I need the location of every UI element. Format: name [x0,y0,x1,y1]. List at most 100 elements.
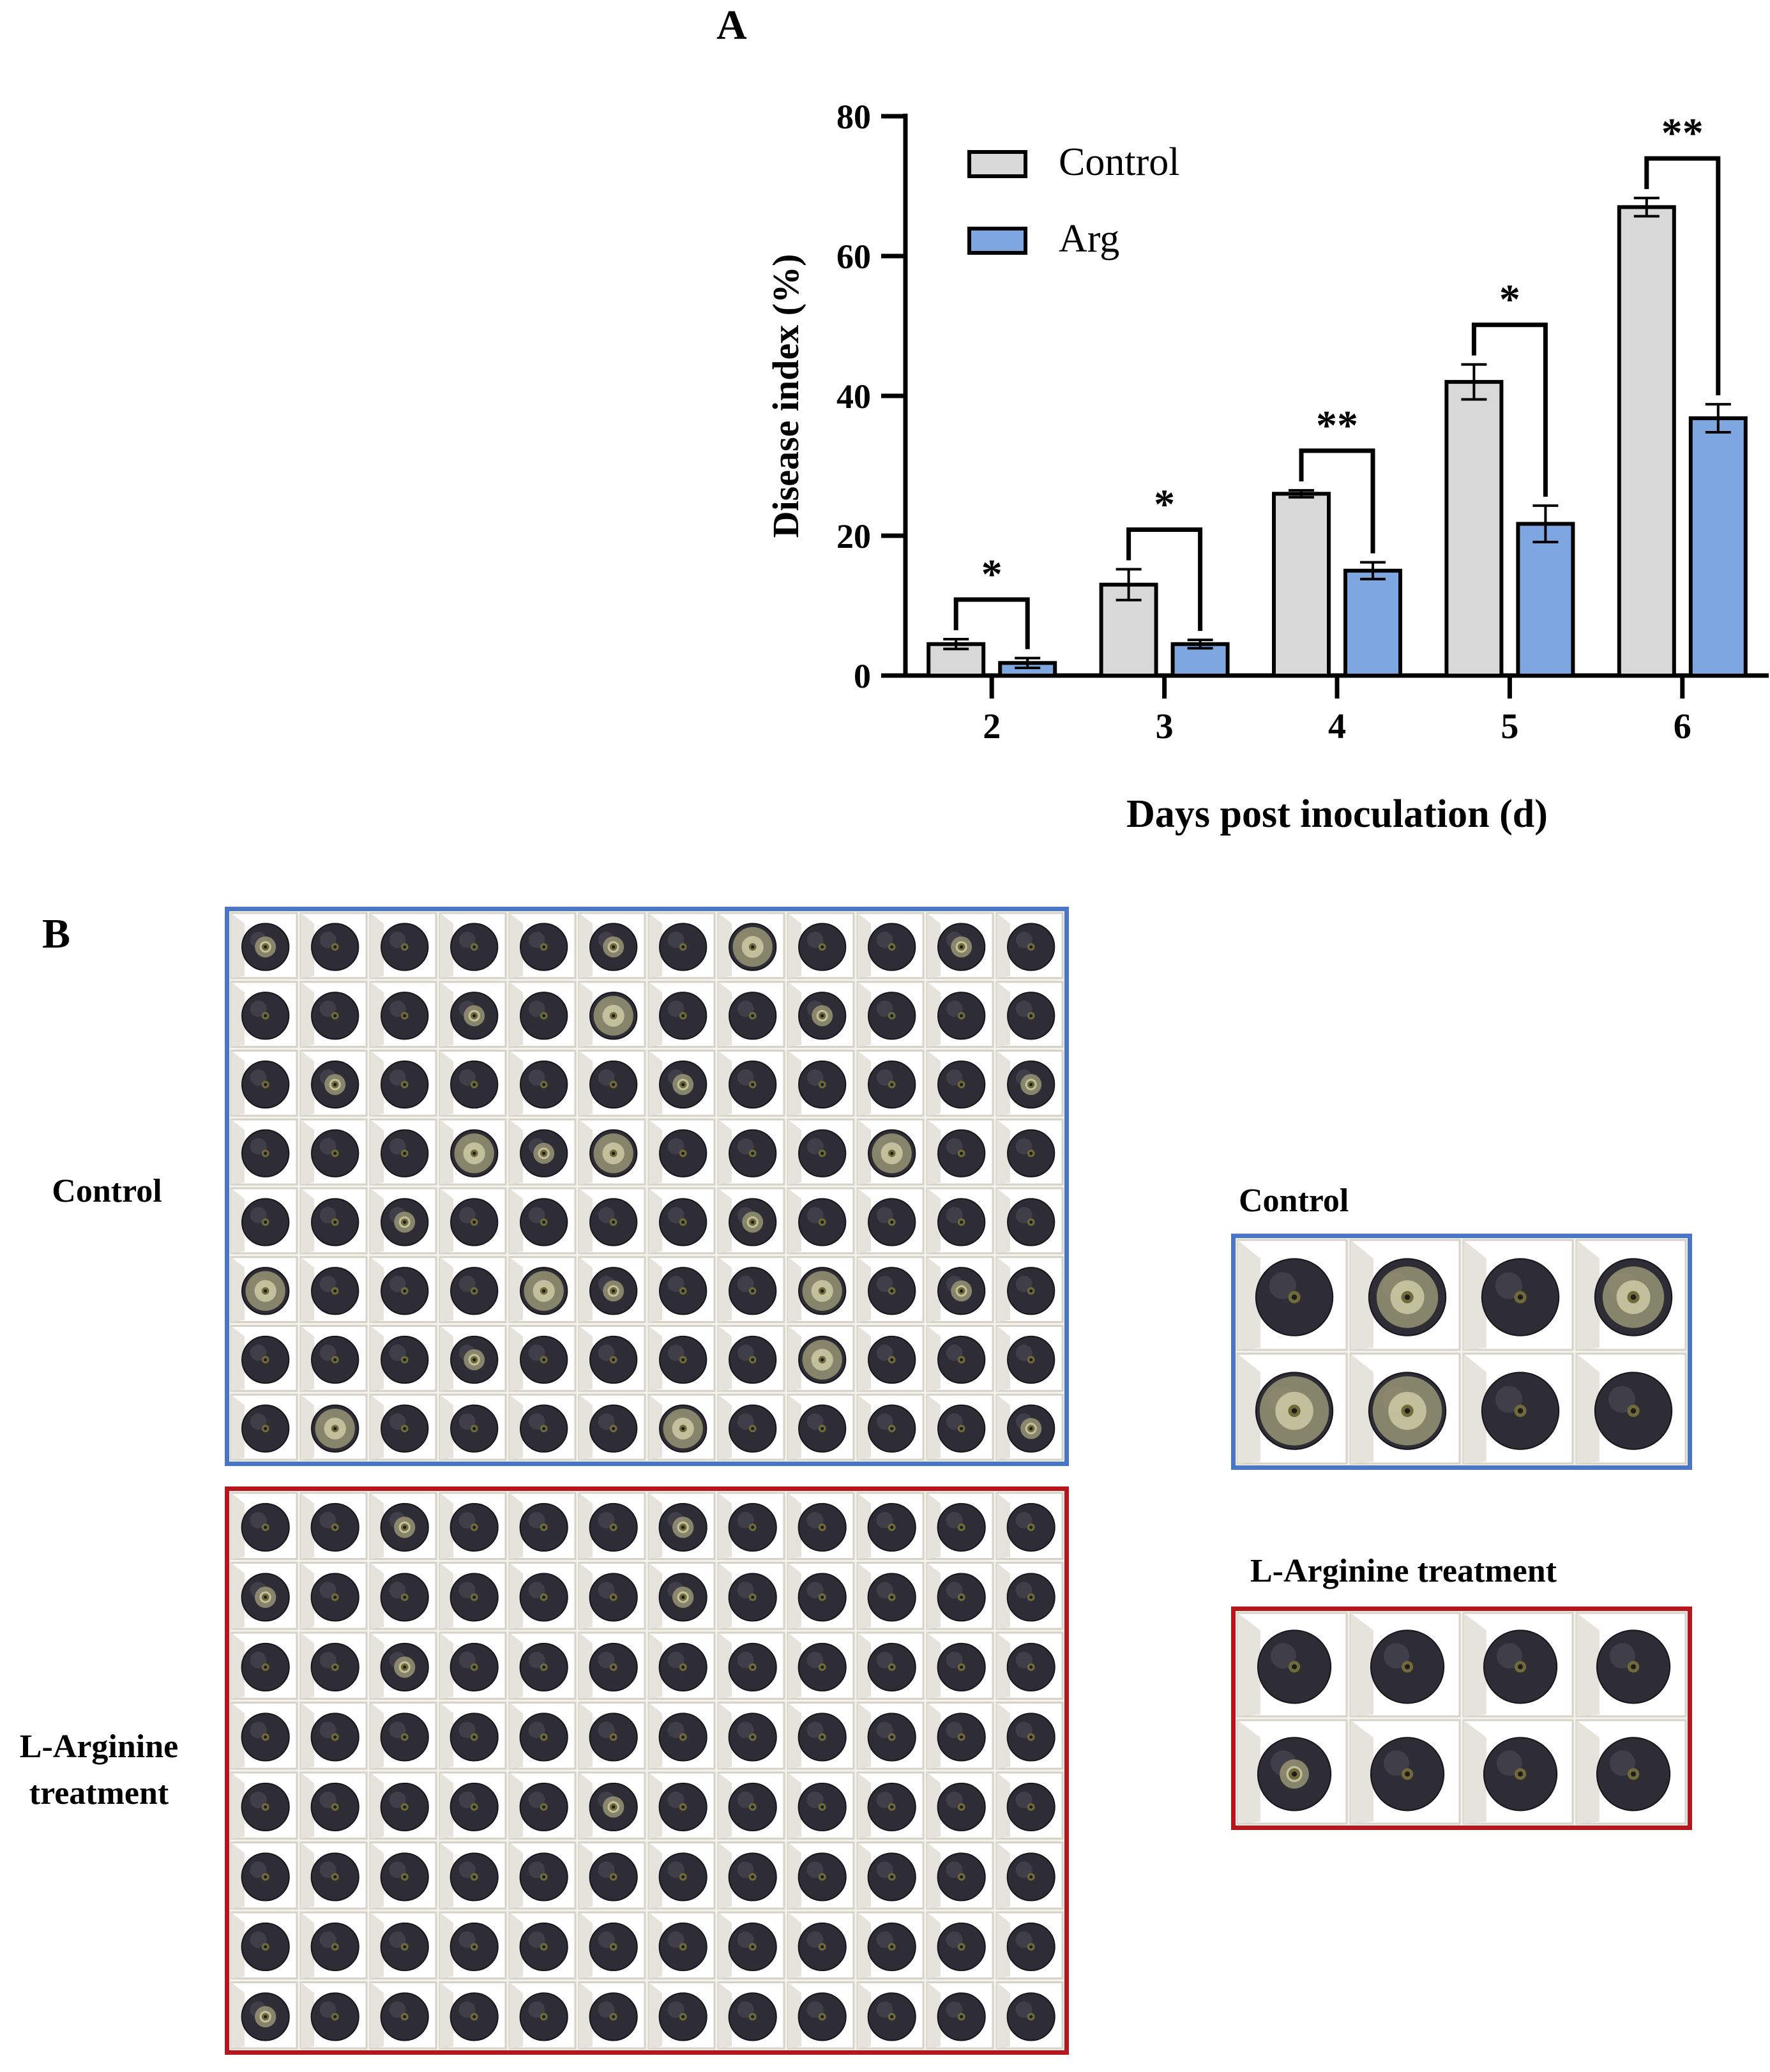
control-grid-fruit [369,1393,437,1461]
arginine-grid-fruit [439,1981,507,2050]
arginine-grid-fruit [856,1841,925,1910]
arginine-fruit-grid-photo [225,1486,1069,2055]
arginine-closeup-fruit [1575,1612,1687,1718]
control-grid-fruit [787,1325,855,1392]
arginine-grid-fruit [647,1981,716,2050]
control-closeup-fruit [1462,1352,1574,1465]
control-grid-fruit [230,1118,298,1186]
error-bar-arg-day-4 [1360,561,1386,580]
control-grid-fruit [439,1187,507,1255]
control-closeup-fruit [1462,1239,1574,1351]
arginine-grid-fruit [230,1492,298,1560]
control-grid-fruit [299,981,368,1048]
arginine-grid-fruit [369,1841,437,1910]
control-grid-fruit [995,1050,1064,1117]
arginine-grid-fruit [926,1702,994,1770]
control-grid-fruit [439,1325,507,1392]
arginine-grid-fruit [230,1631,298,1700]
control-grid-fruit [856,981,925,1048]
arginine-grid-fruit [439,1492,507,1560]
inset-label-arginine: L-Arginine treatment [1250,1553,1557,1589]
arginine-grid-fruit [508,1562,577,1630]
control-grid-fruit [439,981,507,1048]
control-grid-fruit [647,1256,716,1323]
control-grid-fruit [369,912,437,979]
arginine-grid-fruit [995,1702,1064,1770]
arginine-grid-fruit [856,1631,925,1700]
arginine-grid-fruit [230,1771,298,1840]
control-grid-fruit [439,1118,507,1186]
control-grid-fruit [299,1393,368,1461]
x-tick-label: 5 [1501,707,1518,746]
control-grid-fruit [647,1187,716,1255]
arginine-closeup-fruit [1236,1612,1348,1718]
control-closeup-fruit [1236,1239,1348,1351]
control-grid-fruit [926,1118,994,1186]
arginine-grid-fruit [578,1841,646,1910]
arginine-grid-fruit [439,1562,507,1630]
arginine-grid-fruit [787,1631,855,1700]
control-grid-fruit [647,1393,716,1461]
control-grid-fruit [369,1118,437,1186]
error-bar-arg-day-6 [1705,403,1731,434]
arginine-grid-fruit [508,1911,577,1979]
legend-swatch-arg [967,227,1027,255]
bar-arg-day-4 [1343,568,1402,677]
arginine-grid-fruit [299,1492,368,1560]
arginine-grid-fruit [856,1981,925,2050]
arginine-grid-fruit [578,1911,646,1979]
significance-label-day-3: * [1154,481,1175,528]
arginine-grid-fruit [508,1771,577,1840]
control-grid-fruit [856,1256,925,1323]
arginine-grid-fruit [717,1771,785,1840]
arginine-grid-fruit [787,1492,855,1560]
arginine-grid-fruit [856,1771,925,1840]
control-grid-fruit [230,1050,298,1117]
arginine-grid-fruit [787,1911,855,1979]
arginine-grid-fruit [230,1562,298,1630]
y-tick-label: 0 [854,657,871,695]
control-grid-fruit [439,1050,507,1117]
control-grid-fruit [299,912,368,979]
control-grid-fruit [787,981,855,1048]
arginine-grid-fruit [299,1841,368,1910]
arginine-grid-fruit [856,1702,925,1770]
control-grid-fruit [856,1325,925,1392]
control-grid-fruit [508,1325,577,1392]
control-grid-fruit [299,1187,368,1255]
y-axis-label: Disease index (%) [765,254,806,538]
arginine-grid-fruit [439,1771,507,1840]
control-grid-fruit [995,912,1064,979]
control-grid-fruit [299,1256,368,1323]
control-grid-fruit [856,1187,925,1255]
control-grid-fruit [717,1118,785,1186]
arginine-grid-fruit [299,1562,368,1630]
arginine-grid-fruit [647,1562,716,1630]
control-grid-fruit [995,1187,1064,1255]
control-grid-fruit [717,1187,785,1255]
control-grid-fruit [299,1118,368,1186]
x-tick-label: 4 [1328,707,1346,746]
grid-label-arginine: L-Arginine treatment [19,1728,179,1811]
arginine-grid-fruit [299,1911,368,1979]
control-grid-fruit [578,1187,646,1255]
disease-index-bar-chart: 0 20 40 60 80 Disease index (%) Days post inoc… [765,98,1769,836]
arginine-grid-fruit [578,1771,646,1840]
control-grid-fruit [230,1393,298,1461]
arginine-grid-fruit [647,1771,716,1840]
arginine-grid-fruit [787,1981,855,2050]
arginine-grid-fruit [995,1562,1064,1630]
arginine-grid-fruit [926,1981,994,2050]
arginine-grid-fruit [995,1911,1064,1979]
bar-control-day-4 [1272,492,1331,677]
control-grid-fruit [926,912,994,979]
arginine-closeup-fruit [1236,1719,1348,1825]
control-grid-fruit [369,1050,437,1117]
control-grid-fruit [717,1256,785,1323]
control-grid-fruit [787,1118,855,1186]
control-grid-fruit [578,981,646,1048]
panel-b-label: B [42,911,71,957]
x-axis-label: Days post inoculation (d) [1126,792,1548,836]
arginine-grid-fruit [717,1492,785,1560]
arginine-grid-fruit [230,1702,298,1770]
